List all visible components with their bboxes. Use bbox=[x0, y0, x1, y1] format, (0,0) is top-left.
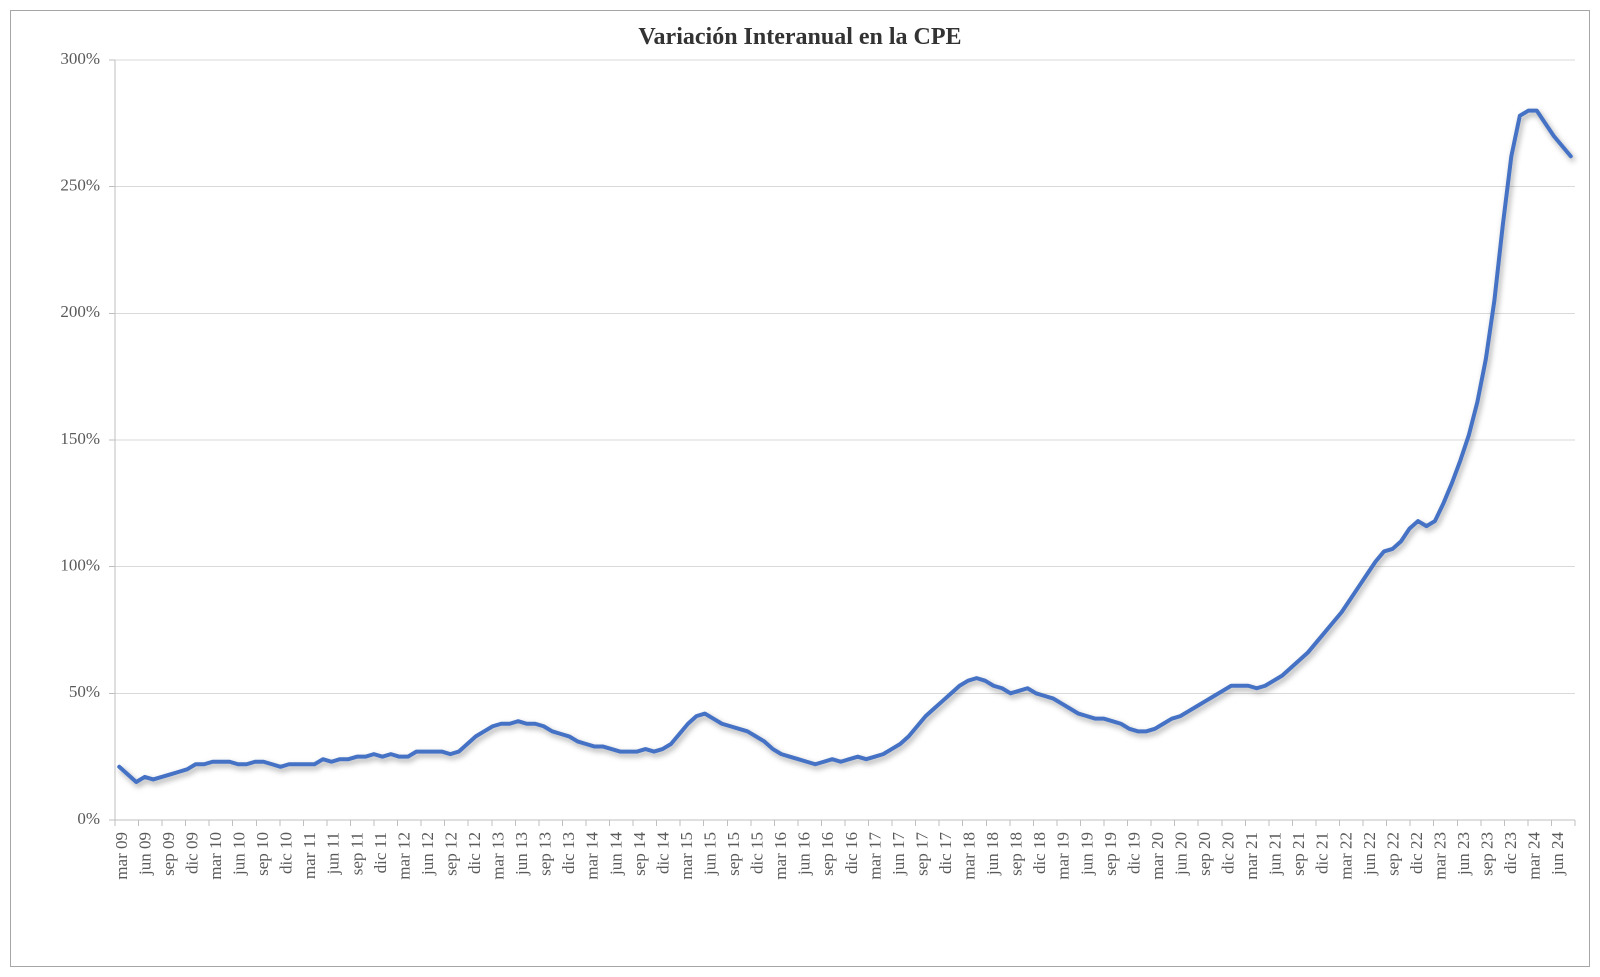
y-axis-tick-label: 100% bbox=[60, 556, 100, 575]
y-axis-tick-label: 0% bbox=[77, 809, 100, 828]
x-axis-tick-label: sep 22 bbox=[1383, 832, 1402, 876]
x-axis-tick-label: dic 15 bbox=[748, 832, 767, 874]
x-axis-tick-label: mar 13 bbox=[489, 832, 508, 880]
x-axis-tick-label: mar 24 bbox=[1525, 832, 1544, 880]
x-axis-tick-label: mar 09 bbox=[112, 832, 131, 880]
x-axis-tick-label: dic 21 bbox=[1313, 832, 1332, 874]
x-axis-tick-label: mar 18 bbox=[960, 832, 979, 880]
x-axis-tick-label: jun 12 bbox=[418, 832, 437, 876]
x-axis-tick-label: sep 09 bbox=[159, 832, 178, 876]
x-axis-tick-label: mar 12 bbox=[394, 832, 413, 880]
data-series-line bbox=[119, 111, 1571, 782]
x-axis-tick-label: mar 10 bbox=[206, 832, 225, 880]
x-axis-tick-label: jun 22 bbox=[1360, 832, 1379, 876]
x-axis-tick-label: sep 17 bbox=[912, 832, 931, 876]
x-axis-tick-label: mar 17 bbox=[865, 832, 884, 880]
x-axis-tick-label: dic 16 bbox=[842, 832, 861, 874]
x-axis-tick-label: jun 13 bbox=[512, 832, 531, 876]
x-axis-tick-label: mar 20 bbox=[1148, 832, 1167, 880]
y-axis-tick-label: 50% bbox=[69, 682, 100, 701]
y-axis-tick-label: 200% bbox=[60, 302, 100, 321]
x-axis-tick-label: dic 20 bbox=[1219, 832, 1238, 874]
x-axis-tick-label: sep 18 bbox=[1007, 832, 1026, 876]
x-axis-tick-label: sep 14 bbox=[630, 832, 649, 876]
x-axis-tick-label: jun 15 bbox=[700, 832, 719, 876]
x-axis-tick-label: mar 23 bbox=[1430, 832, 1449, 880]
x-axis-tick-label: jun 24 bbox=[1548, 832, 1567, 876]
x-axis-tick-label: jun 10 bbox=[230, 832, 249, 876]
x-axis-tick-label: sep 15 bbox=[724, 832, 743, 876]
x-axis-tick-label: dic 10 bbox=[277, 832, 296, 874]
x-axis-tick-label: dic 13 bbox=[559, 832, 578, 874]
x-axis-tick-label: dic 12 bbox=[465, 832, 484, 874]
y-axis-tick-label: 150% bbox=[60, 429, 100, 448]
x-axis-tick-label: mar 21 bbox=[1242, 832, 1261, 880]
x-axis-tick-label: sep 13 bbox=[536, 832, 555, 876]
x-axis-tick-label: dic 23 bbox=[1501, 832, 1520, 874]
x-axis-tick-label: dic 11 bbox=[371, 832, 390, 873]
x-axis-tick-label: mar 16 bbox=[771, 832, 790, 880]
x-axis-tick-label: mar 11 bbox=[300, 832, 319, 879]
x-axis-tick-label: jun 23 bbox=[1454, 832, 1473, 876]
x-axis-tick-label: sep 23 bbox=[1478, 832, 1497, 876]
x-axis-tick-label: sep 12 bbox=[441, 832, 460, 876]
x-axis-tick-label: sep 20 bbox=[1195, 832, 1214, 876]
x-axis-tick-label: jun 16 bbox=[795, 832, 814, 876]
x-axis-tick-label: jun 20 bbox=[1171, 832, 1190, 876]
x-axis-tick-label: jun 09 bbox=[135, 832, 154, 876]
x-axis-tick-label: mar 14 bbox=[583, 832, 602, 880]
x-axis-tick-label: sep 11 bbox=[347, 832, 366, 875]
x-axis-tick-label: jun 21 bbox=[1266, 832, 1285, 876]
x-axis-tick-label: jun 17 bbox=[889, 832, 908, 876]
y-axis-tick-label: 300% bbox=[60, 49, 100, 68]
x-axis-tick-label: dic 18 bbox=[1030, 832, 1049, 874]
x-axis-tick-label: mar 19 bbox=[1054, 832, 1073, 880]
x-axis-tick-label: dic 19 bbox=[1124, 832, 1143, 874]
x-axis-tick-label: dic 09 bbox=[182, 832, 201, 874]
x-axis-tick-label: dic 17 bbox=[936, 832, 955, 875]
x-axis-tick-label: jun 14 bbox=[606, 832, 625, 876]
x-axis-tick-label: jun 11 bbox=[324, 832, 343, 875]
x-axis-tick-label: sep 21 bbox=[1289, 832, 1308, 876]
x-axis-tick-label: sep 16 bbox=[818, 832, 837, 876]
x-axis-tick-label: jun 19 bbox=[1077, 832, 1096, 876]
x-axis-tick-label: dic 14 bbox=[653, 832, 672, 875]
x-axis-tick-label: sep 10 bbox=[253, 832, 272, 876]
x-axis-tick-label: mar 22 bbox=[1336, 832, 1355, 880]
x-axis-tick-label: mar 15 bbox=[677, 832, 696, 880]
chart-svg: 0% 50% 100% 150% 200% 250% 300% mar 09jun 09 sep… bbox=[0, 0, 1600, 977]
y-axis-tick-label: 250% bbox=[60, 176, 100, 195]
x-axis-tick-label: jun 18 bbox=[983, 832, 1002, 876]
line-chart-container: Variación Interanual en la CPE 0%50%100%… bbox=[0, 0, 1600, 977]
x-axis-tick-label: sep 19 bbox=[1101, 832, 1120, 876]
x-axis-tick-label: dic 22 bbox=[1407, 832, 1426, 874]
